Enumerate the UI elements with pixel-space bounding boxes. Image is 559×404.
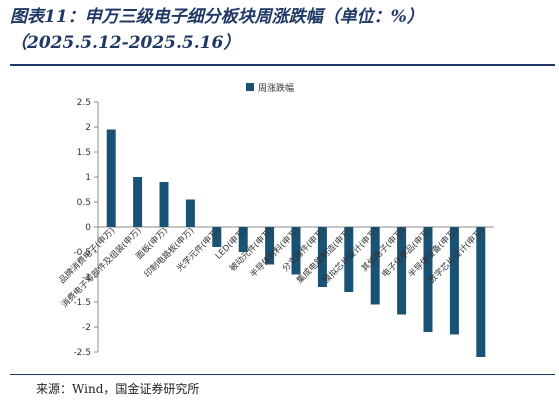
bar: [133, 177, 143, 227]
y-tick-label: 2: [85, 123, 91, 133]
bar-chart: 周涨跌幅 2.521.510.50-0.5-1-1.5-2-2.5 品牌消费电子…: [57, 82, 494, 358]
y-tick-label: 0.5: [77, 198, 91, 208]
title-rule: [10, 64, 555, 66]
bar: [212, 227, 222, 247]
footer-rule: [10, 374, 555, 375]
legend: 周涨跌幅: [246, 82, 294, 94]
y-tick-label: -2.5: [73, 348, 91, 358]
source-note: 来源：Wind，国金证券研究所: [36, 382, 200, 396]
legend-swatch: [246, 83, 254, 91]
bars: [106, 129, 486, 357]
bar: [238, 227, 248, 252]
bar: [423, 227, 433, 332]
bar: [185, 199, 195, 227]
y-tick-label: 1: [85, 173, 91, 183]
bar: [159, 182, 169, 227]
y-tick-label: -2: [82, 323, 91, 333]
bar: [370, 227, 380, 305]
bar: [476, 227, 486, 357]
bar: [397, 227, 407, 315]
y-tick-label: 2.5: [77, 98, 91, 108]
y-tick-label: -1: [82, 273, 91, 283]
title-line-2: （2025.5.12-2025.5.16）: [10, 33, 241, 53]
bar: [291, 227, 301, 275]
legend-label: 周涨跌幅: [258, 82, 294, 94]
bar: [344, 227, 354, 292]
y-tick-label: -0.5: [73, 248, 91, 258]
bar: [317, 227, 327, 287]
bar: [265, 227, 275, 265]
y-tick-label: 0: [85, 223, 91, 233]
title-line-1: 图表11：申万三级电子细分板块周涨跌幅（单位：%）: [10, 7, 424, 27]
chart-title: 图表11：申万三级电子细分板块周涨跌幅（单位：%） （2025.5.12-202…: [10, 4, 555, 56]
y-tick-label: 1.5: [77, 148, 91, 158]
y-tick-label: -1.5: [73, 298, 91, 308]
bar: [449, 227, 459, 335]
bar: [106, 129, 116, 227]
